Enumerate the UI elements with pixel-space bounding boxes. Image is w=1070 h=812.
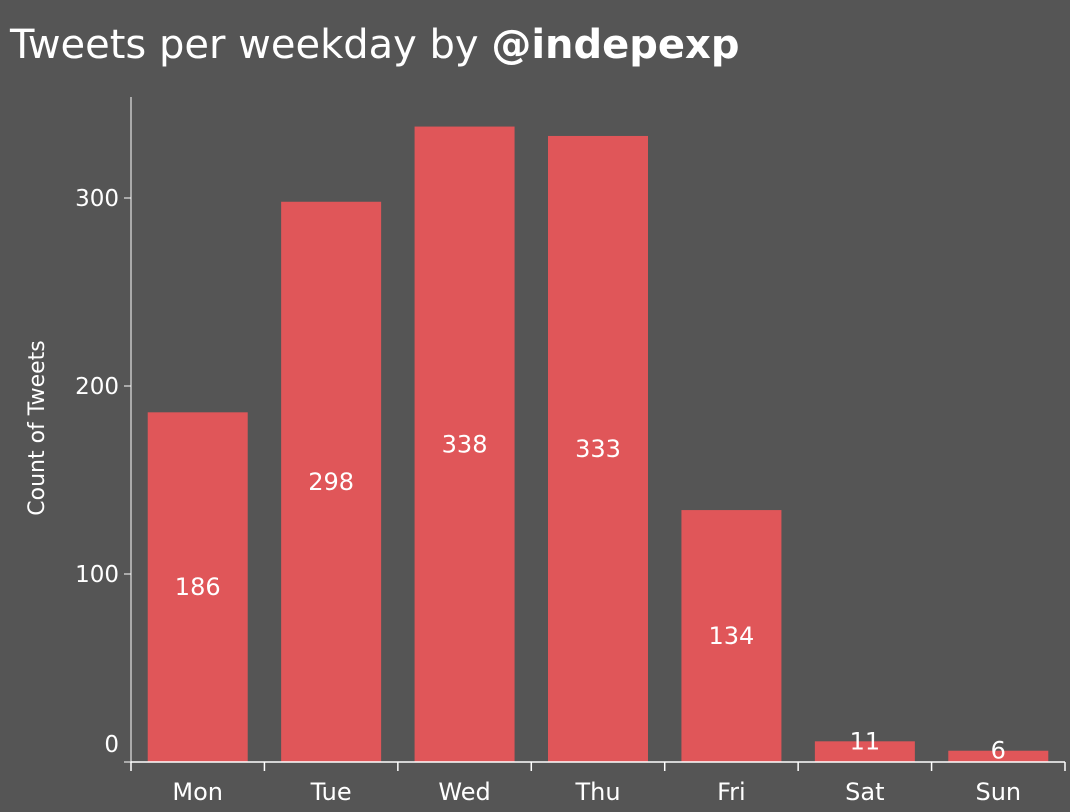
chart-title-handle: @indepexp (491, 22, 740, 68)
axes-layer: Count of Tweets (25, 97, 1065, 763)
data-label-mon: 186 (175, 573, 221, 601)
bar-sat (814, 741, 915, 762)
data-label-thu: 333 (575, 435, 621, 463)
y-tick-label: 300 (75, 186, 119, 212)
x-tick-label-thu: Thu (574, 778, 620, 806)
data-label-tue: 298 (308, 468, 354, 496)
chart-title: Tweets per weekday by @indepexp (10, 22, 739, 68)
y-ticks-layer: 0 100 200 300 (75, 186, 131, 763)
x-tick-label-wed: Wed (438, 778, 490, 806)
bar-tue (281, 201, 382, 762)
x-tick-label-sat: Sat (845, 778, 884, 806)
data-label-sat: 11 (850, 727, 881, 755)
y-tick-label: 200 (75, 374, 119, 400)
chart-title-prefix: Tweets per weekday by (10, 22, 479, 68)
bar-fri (681, 510, 782, 762)
y-tick-label: 100 (75, 562, 119, 588)
y-axis-title: Count of Tweets (25, 340, 50, 515)
bar-thu (548, 135, 648, 762)
bar-mon (147, 412, 248, 762)
y-tick-label: 0 (104, 732, 119, 758)
data-label-wed: 338 (442, 430, 488, 458)
data-label-fri: 134 (709, 622, 755, 650)
x-tick-label-mon: Mon (172, 778, 223, 806)
x-tick-label-fri: Fri (717, 778, 746, 806)
data-label-sun: 6 (991, 737, 1006, 765)
bar-sun (948, 750, 1049, 762)
bars-layer: 186 298 338 333 134 11 6 (147, 126, 1049, 765)
bar-wed (414, 126, 515, 762)
x-tick-label-tue: Tue (310, 778, 352, 806)
x-ticks-layer: Mon Tue Wed Thu Fri Sat Sun (130, 762, 1066, 806)
x-tick-label-sun: Sun (975, 778, 1021, 806)
